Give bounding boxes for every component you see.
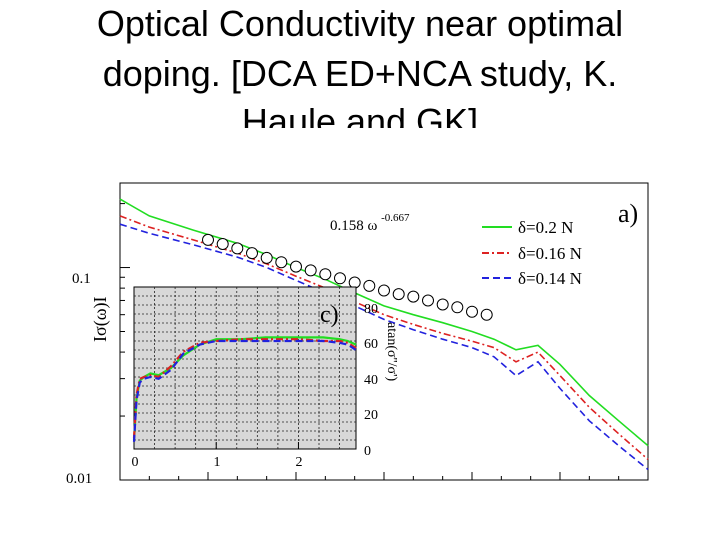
power-law-annotation-base: 0.158 ω bbox=[330, 218, 378, 234]
inset-y-tick-0: 0 bbox=[364, 444, 371, 459]
power-law-marker-1 bbox=[216, 238, 229, 250]
power-law-marker-4 bbox=[260, 251, 273, 264]
legend-label-delta-0.2: δ=0.2 N bbox=[518, 218, 573, 237]
legend-label-delta-0.16: δ=0.16 N bbox=[518, 244, 582, 263]
slide-title: Optical Conductivity near optimal doping… bbox=[0, 0, 720, 128]
power-law-marker-13 bbox=[392, 288, 405, 301]
power-law-marker-16 bbox=[436, 298, 449, 311]
power-law-marker-9 bbox=[334, 272, 346, 285]
inset-y-axis-label: atan(σ''/σ') bbox=[384, 322, 399, 382]
inset-y-tick-labels: 0 20 40 60 80 bbox=[364, 302, 378, 459]
inset-grid bbox=[133, 287, 356, 449]
y-tick-label-0.01: 0.01 bbox=[66, 471, 92, 487]
main-series-line-2 bbox=[119, 223, 649, 471]
title-line-1: Optical Conductivity near optimal bbox=[96, 3, 624, 44]
inset-series-line-1 bbox=[132, 338, 357, 439]
y-tick-label-0.1: 0.1 bbox=[72, 271, 91, 287]
inset-series-line-2 bbox=[132, 339, 357, 442]
power-law-marker-3 bbox=[246, 247, 258, 260]
legend: δ=0.2 N δ=0.16 N δ=0.14 N bbox=[482, 218, 582, 288]
inset-y-tick-40: 40 bbox=[364, 373, 378, 388]
power-law-marker-5 bbox=[275, 256, 288, 269]
power-law-markers bbox=[202, 233, 493, 321]
power-law-marker-7 bbox=[304, 264, 317, 277]
power-law-marker-17 bbox=[451, 301, 464, 314]
power-law-marker-8 bbox=[319, 268, 332, 281]
power-law-marker-12 bbox=[378, 284, 390, 297]
title-line-2: doping. [DCA ED+NCA study, K. bbox=[102, 53, 618, 94]
power-law-marker-18 bbox=[466, 305, 478, 318]
inset-y-tick-20: 20 bbox=[364, 408, 378, 423]
power-law-marker-15 bbox=[422, 294, 434, 307]
inset-x-tick-0: 0 bbox=[132, 455, 139, 470]
inset-x-tick-1: 1 bbox=[214, 455, 221, 470]
inset-y-tick-60: 60 bbox=[364, 337, 378, 352]
power-law-marker-2 bbox=[231, 242, 244, 255]
power-law-marker-19 bbox=[480, 308, 493, 321]
panel-label-c: c) bbox=[320, 302, 339, 328]
panel-label-a: a) bbox=[618, 199, 638, 228]
power-law-marker-0 bbox=[202, 233, 214, 246]
inset-x-tick-labels: 0 1 2 bbox=[132, 455, 303, 470]
power-law-marker-14 bbox=[407, 290, 420, 303]
power-law-annotation: 0.158 ω -0.667 bbox=[330, 212, 410, 234]
inset-y-tick-80: 80 bbox=[364, 302, 378, 317]
inset-series-group bbox=[132, 336, 357, 442]
title-line-3: Haule and GK] bbox=[241, 101, 479, 128]
power-law-marker-11 bbox=[363, 279, 376, 292]
power-law-annotation-exponent: -0.667 bbox=[381, 212, 410, 224]
main-axis-ticks bbox=[120, 203, 620, 481]
legend-label-delta-0.14: δ=0.14 N bbox=[518, 269, 582, 288]
main-y-axis-label: Iσ(ω)I bbox=[90, 296, 111, 342]
power-law-marker-6 bbox=[290, 260, 302, 273]
inset-x-tick-2: 2 bbox=[296, 455, 303, 470]
power-law-marker-10 bbox=[348, 276, 361, 289]
